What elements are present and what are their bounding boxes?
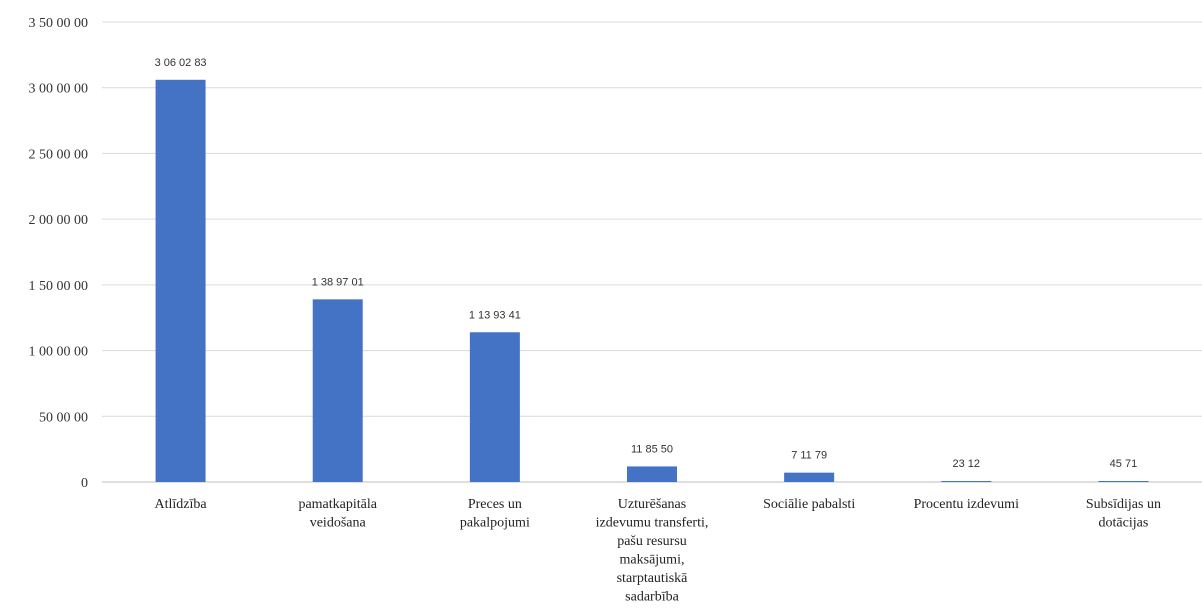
data-label: 23 12 xyxy=(953,458,981,470)
data-labels: 3 06 02 83 1 38 97 01 1 13 93 41 11 85 50 7 … xyxy=(155,57,1138,470)
data-label: 1 13 93 41 xyxy=(469,309,521,321)
y-tick-label: 1 00 00 00 xyxy=(29,345,89,360)
y-tick-label: 2 00 00 00 xyxy=(29,213,89,228)
x-tick-label: Subsīdijas un dotācijas xyxy=(1086,497,1161,531)
bar xyxy=(312,299,363,482)
y-tick-label: 2 50 00 00 xyxy=(29,147,89,162)
bar xyxy=(627,466,677,482)
data-label: 1 38 97 01 xyxy=(312,276,364,288)
gridlines xyxy=(102,21,1202,483)
x-tick-label: Sociālie pabalsti xyxy=(763,497,855,512)
bar xyxy=(941,481,992,482)
x-tick-label: Procentu izdevumi xyxy=(914,497,1019,512)
bars xyxy=(155,79,1149,482)
x-tick-label: pamatkapitāla veidošana xyxy=(298,497,377,531)
bar xyxy=(1098,481,1149,482)
x-tick-label: Uzturēšanas izdevumu transferti, pašu resu… xyxy=(596,497,709,605)
x-tick-label: Atlīdzība xyxy=(155,497,208,512)
x-axis-ticks: Atlīdzība pamatkapitāla veidošana Preces un… xyxy=(155,497,1161,605)
data-label: 45 71 xyxy=(1110,458,1138,470)
y-tick-label: 3 00 00 00 xyxy=(29,82,89,97)
y-tick-label: 50 00 00 xyxy=(39,410,88,425)
x-tick-label: Preces un pakalpojumi xyxy=(460,497,530,531)
y-axis-ticks: 0 50 00 00 1 00 00 00 1 50 00 00 2 00 00 00 2… xyxy=(29,16,89,491)
data-label: 11 85 50 xyxy=(631,443,673,455)
y-tick-label: 0 xyxy=(81,476,88,491)
bar xyxy=(155,79,206,482)
bar xyxy=(784,472,835,482)
bar xyxy=(469,332,520,482)
data-label: 7 11 79 xyxy=(791,450,827,462)
y-tick-label: 1 50 00 00 xyxy=(29,279,89,294)
y-tick-label: 3 50 00 00 xyxy=(29,16,89,31)
data-label: 3 06 02 83 xyxy=(155,57,207,69)
